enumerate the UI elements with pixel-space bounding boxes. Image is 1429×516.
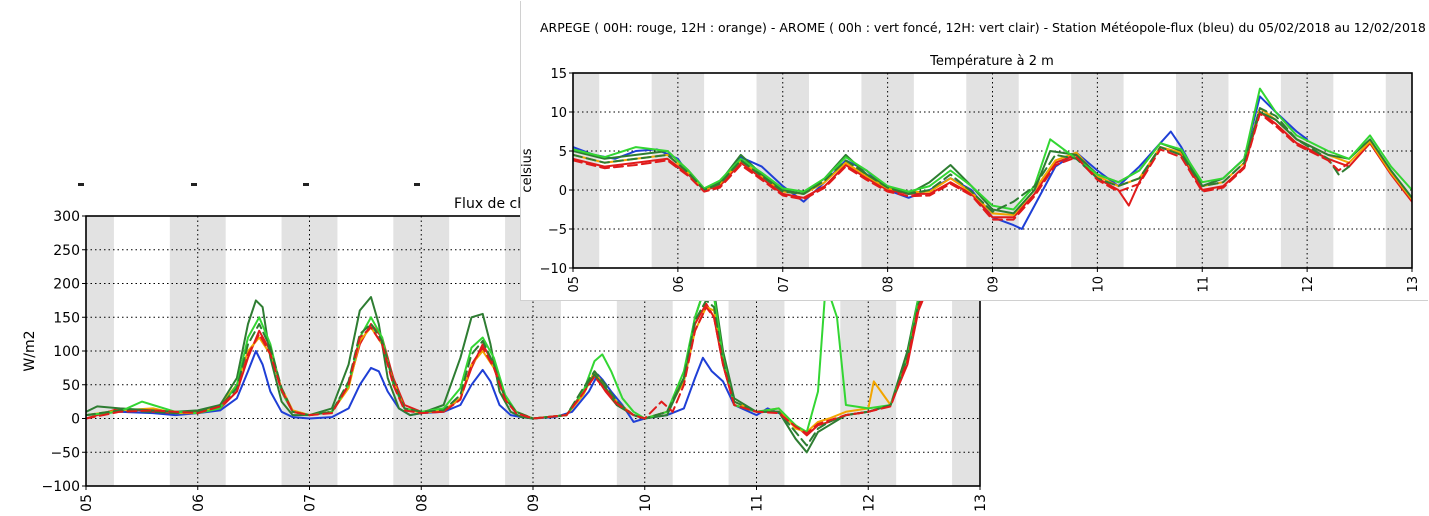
x-tick-label: 07 [777,276,792,293]
axis-tick-stub [191,183,197,186]
night-band [861,73,914,268]
x-tick-label: 07 [303,494,319,512]
y-tick-label: 0 [559,184,567,199]
night-band [966,73,1019,268]
series-line-3 [86,275,931,454]
y-axis-label: W/m2 [22,330,38,371]
axis-tick-stub [78,183,84,186]
x-tick-label: 12 [861,494,877,512]
chart-title: Température à 2 m [929,54,1054,69]
axis-tick-stub [414,183,420,186]
y-tick-label: 0 [71,412,80,428]
y-tick-label: 100 [53,344,80,360]
series-line-6 [573,112,1351,221]
temperature-chart-panel: 15 10 5 0 −5 −10 05 06 07 08 09 10 11 12 13 celsius Temp… [521,0,1429,300]
night-band [573,73,600,268]
x-tick-label: 10 [1091,276,1106,293]
chart-suptitle: ARPEGE ( 00H: rouge, 12H : orange) - ARO… [540,20,1426,35]
chart-title: Flux de ch [454,196,526,212]
x-tick-label: 10 [638,494,654,512]
y-tick-label: −5 [548,223,567,238]
series-line-0 [86,350,780,423]
x-tick-label: 08 [882,276,897,293]
y-tick-label: 200 [53,277,80,293]
y-tick-label: 15 [550,67,567,82]
y-tick-label: −100 [42,479,80,495]
y-tick-label: −10 [540,262,567,277]
y-tick-label: 50 [62,378,80,394]
series-line-5 [86,282,931,447]
x-tick-label: 12 [1301,276,1316,293]
x-tick-label: 09 [526,494,542,512]
y-axis-label: celsius [521,148,535,192]
series-line-6 [86,282,931,435]
y-tick-label: −50 [50,445,80,461]
x-tick-label: 09 [987,276,1002,293]
night-band [1176,73,1229,268]
y-tick-label: 300 [53,209,80,225]
series-group [573,87,1412,230]
series-group [86,269,931,454]
y-tick-label: 10 [550,106,567,121]
x-tick-label: 06 [191,494,207,512]
series-line-1 [573,111,1412,219]
night-band [1280,73,1334,268]
series-line-2 [573,107,1412,216]
x-tick-label: 06 [672,276,687,293]
axis-tick-stub [303,183,309,186]
x-tick-label: 11 [1196,276,1211,293]
x-tick-label: 05 [79,494,95,512]
x-tick-label: 08 [414,494,430,512]
y-tick-label: 250 [53,243,80,259]
x-tick-label: 13 [973,494,989,512]
series-line-5 [573,107,1351,213]
y-tick-label: 150 [53,310,80,326]
night-band [651,73,705,268]
night-band [756,73,809,268]
x-tick-label: 13 [1406,276,1421,293]
x-tick-label: 11 [750,494,766,512]
y-tick-label: 5 [559,145,567,160]
x-tick-label: 05 [567,276,582,293]
